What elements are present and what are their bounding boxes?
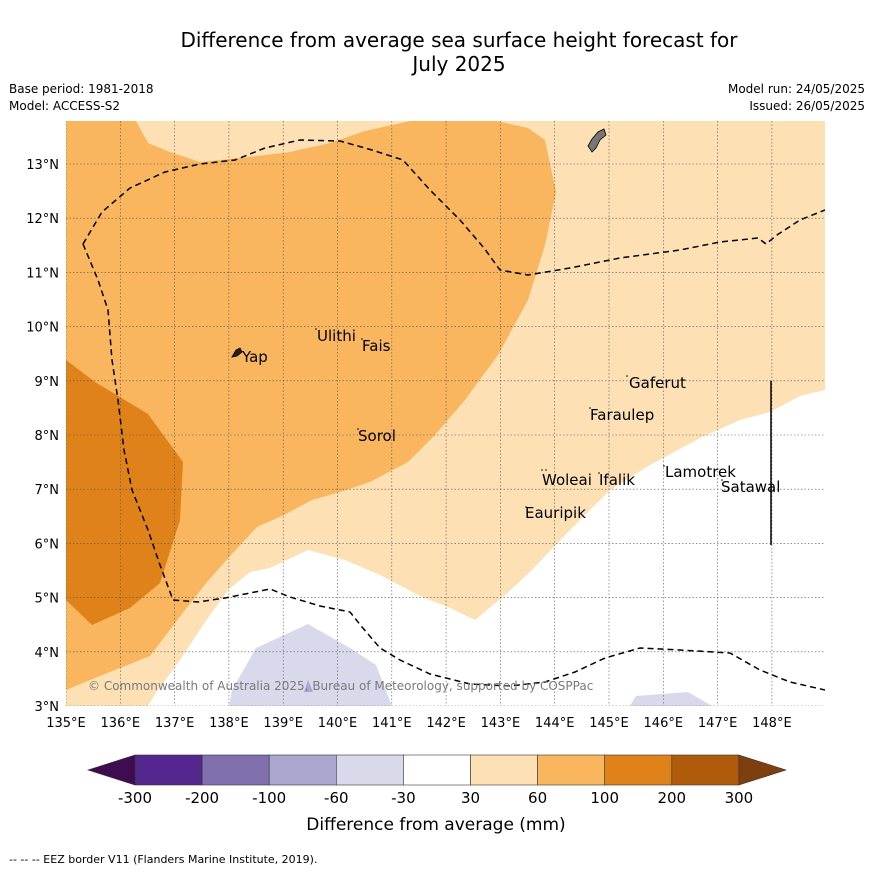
y-tick-label: 12°N	[26, 212, 59, 227]
place-label: Ulithi	[317, 327, 356, 345]
x-axis-ticks: 135°E 136°E 137°E 138°E 139°E 140°E 141°E 142°E…	[46, 716, 791, 731]
eez-border	[82, 139, 825, 276]
model-run: Model run: 24/05/2025	[727, 82, 865, 96]
guam-island	[587, 128, 607, 153]
colorbar-swatch	[403, 754, 471, 786]
place-label: Lamotrek	[665, 463, 736, 481]
colorbar-swatch	[134, 754, 203, 786]
place-label: Satawal	[721, 478, 780, 496]
atoll-dots	[315, 328, 723, 508]
meta-right: Model run: 24/05/2025 Issued: 26/05/2025	[728, 81, 865, 115]
y-tick-label: 6°N	[35, 537, 60, 552]
band-100-200	[66, 360, 183, 625]
y-tick-label: 7°N	[35, 483, 60, 498]
x-tick-label: 148°E	[752, 716, 792, 731]
title-line-2: July 2025	[412, 52, 506, 76]
colorbar-tick-label: -300	[118, 789, 152, 807]
issued-date: Issued: 26/05/2025	[749, 99, 865, 113]
x-tick-label: 143°E	[481, 716, 521, 731]
colorbar-swatch	[268, 754, 337, 786]
y-tick-label: 8°N	[35, 429, 60, 444]
graticule	[66, 121, 825, 706]
colorbar-tick-label: 300	[725, 789, 754, 807]
y-axis-ticks: 3°N 4°N 5°N 6°N 7°N 8°N 9°N 10°N 11°N 12°N 13°N	[26, 158, 59, 715]
band-minus-30-60-west	[229, 624, 392, 706]
colorbar-swatch	[470, 754, 538, 786]
x-tick-label: 145°E	[589, 716, 629, 731]
band-minus-30-60-east	[630, 692, 712, 706]
map-title: Difference from average sea surface heig…	[0, 28, 873, 76]
y-tick-label: 4°N	[35, 646, 60, 661]
x-tick-label: 140°E	[318, 716, 358, 731]
place-label: Ifalik	[599, 471, 635, 489]
place-label: Fais	[362, 337, 391, 355]
x-tick-label: 147°E	[698, 716, 738, 731]
copyright-notice: © Commonwealth of Australia 2025, Bureau…	[88, 679, 593, 693]
colorbar-tick-label: -200	[185, 789, 219, 807]
place-label: Eauripik	[525, 504, 586, 522]
eez-footnote: -- -- -- EEZ border V11 (Flanders Marine…	[9, 853, 318, 866]
y-tick-label: 3°N	[35, 700, 60, 715]
x-tick-label: 136°E	[101, 716, 141, 731]
colorbar-label: Difference from average (mm)	[306, 815, 565, 835]
band-neutral	[148, 390, 825, 706]
colorbar-tick-label: -100	[252, 789, 286, 807]
x-tick-label: 138°E	[209, 716, 249, 731]
colorbar-tick-label: -30	[391, 789, 416, 807]
colorbar-tick-label: 200	[657, 789, 686, 807]
x-tick-label: 141°E	[372, 716, 412, 731]
base-period: Base period: 1981-2018	[9, 82, 154, 96]
colorbar: -300 -200 -100 -60 -30 30 60 100 200 300 Differen…	[87, 754, 787, 835]
yap-island	[231, 347, 243, 358]
place-label: Woleai	[542, 471, 592, 489]
colorbar-swatch	[201, 754, 270, 786]
colorbar-tick-label: 30	[461, 789, 480, 807]
colorbar-swatch	[671, 754, 740, 786]
place-labels: Ulithi Fais Yap Gaferut Faraulep Sorol L…	[241, 327, 780, 522]
colorbar-swatch	[335, 754, 404, 786]
x-tick-label: 137°E	[155, 716, 195, 731]
model-name: Model: ACCESS-S2	[9, 99, 121, 113]
colorbar-over-arrow	[738, 754, 787, 786]
y-tick-label: 11°N	[26, 266, 59, 281]
place-label: Faraulep	[590, 406, 654, 424]
y-tick-label: 10°N	[26, 321, 59, 336]
meta-left: Base period: 1981-2018 Model: ACCESS-S2	[9, 81, 154, 115]
colorbar-tick-label: 60	[528, 789, 547, 807]
colorbar-tick-label: -60	[324, 789, 349, 807]
y-tick-label: 5°N	[35, 592, 60, 607]
colorbar-under-arrow	[87, 754, 136, 786]
y-tick-label: 13°N	[26, 158, 59, 173]
y-tick-label: 9°N	[35, 375, 60, 390]
place-label: Yap	[241, 348, 268, 366]
colorbar-swatch	[537, 754, 605, 786]
x-tick-label: 144°E	[535, 716, 575, 731]
colorbar-swatch	[604, 754, 673, 786]
x-tick-label: 146°E	[644, 716, 684, 731]
x-tick-label: 139°E	[263, 716, 303, 731]
place-label: Gaferut	[629, 374, 686, 392]
place-label: Sorol	[358, 427, 396, 445]
band-60-100	[66, 121, 556, 690]
colorbar-tick-label: 100	[590, 789, 619, 807]
x-tick-label: 142°E	[426, 716, 466, 731]
map-panel: Ulithi Fais Yap Gaferut Faraulep Sorol L…	[66, 121, 825, 706]
title-line-1: Difference from average sea surface heig…	[180, 28, 738, 52]
x-tick-label: 135°E	[46, 716, 86, 731]
band-minus-60-100-spot	[304, 680, 313, 692]
